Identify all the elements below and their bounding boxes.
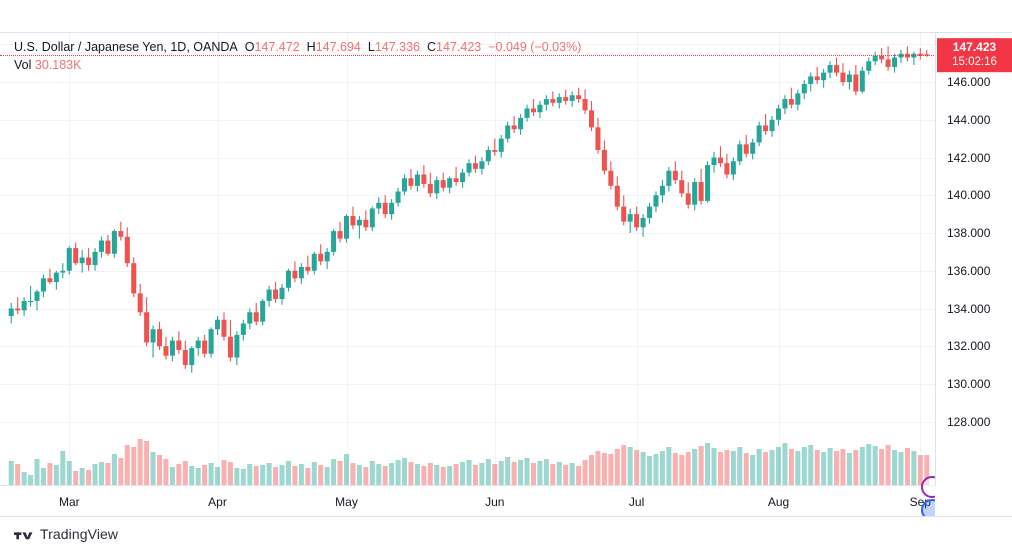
gridline-vertical xyxy=(636,33,638,485)
gridline-horizontal xyxy=(0,346,935,348)
gridline-vertical xyxy=(217,33,219,485)
gridline-horizontal xyxy=(0,44,935,46)
gridline-horizontal xyxy=(0,270,935,272)
price-axis-label: 138.000 xyxy=(947,226,991,240)
tradingview-wordmark: TradingView xyxy=(40,526,119,542)
current-price-line xyxy=(0,55,935,57)
time-axis[interactable]: Mar Apr May Jun Jul Aug Sep xyxy=(0,485,936,516)
time-axis-label: Apr xyxy=(208,495,227,509)
gridline-horizontal xyxy=(0,383,935,385)
gridline-vertical xyxy=(494,33,496,485)
gridline-vertical xyxy=(346,33,348,485)
footer-branding[interactable]: TradingView xyxy=(14,526,118,542)
candlestick-series xyxy=(8,46,930,485)
price-axis-label: 128.000 xyxy=(947,414,991,429)
current-price-value: 147.423 xyxy=(952,40,997,55)
gridline-horizontal xyxy=(0,119,935,121)
price-axis-label: 142.000 xyxy=(947,150,991,165)
time-axis-label: Mar xyxy=(58,495,80,509)
time-axis-label: Aug xyxy=(767,495,790,509)
gridline-vertical xyxy=(778,33,780,485)
price-axis-label: 130.000 xyxy=(947,376,991,391)
alert-badge-blue[interactable] xyxy=(921,499,935,516)
chart-plot-area[interactable] xyxy=(0,33,936,516)
gridline-horizontal xyxy=(0,233,935,234)
gridline-horizontal xyxy=(0,82,935,84)
gridline-horizontal xyxy=(0,195,935,197)
time-axis-label: May xyxy=(335,495,358,509)
tradingview-logo-icon xyxy=(14,531,33,539)
gridline-vertical xyxy=(920,33,922,485)
price-axis-label: 144.000 xyxy=(947,112,991,127)
current-time-value: 15:02:16 xyxy=(952,55,997,68)
price-axis-label: 132.000 xyxy=(947,339,991,354)
gridline-horizontal xyxy=(0,421,935,423)
alert-badge-purple[interactable] xyxy=(921,476,935,498)
price-axis-label: 140.000 xyxy=(947,188,991,203)
price-axis-label: 134.000 xyxy=(947,301,991,316)
price-axis-label: 136.000 xyxy=(947,263,991,278)
time-axis-label: Jun xyxy=(485,495,505,509)
gridline-horizontal xyxy=(0,308,935,310)
time-axis-label: Jul xyxy=(628,495,645,509)
price-axis[interactable]: JPY 147.423 15:02:16 148.000146.000144.0… xyxy=(937,33,1012,516)
gridline-horizontal xyxy=(0,157,935,159)
price-axis-label: 146.000 xyxy=(947,75,991,90)
current-price-badge: 147.423 15:02:16 xyxy=(937,38,1012,73)
